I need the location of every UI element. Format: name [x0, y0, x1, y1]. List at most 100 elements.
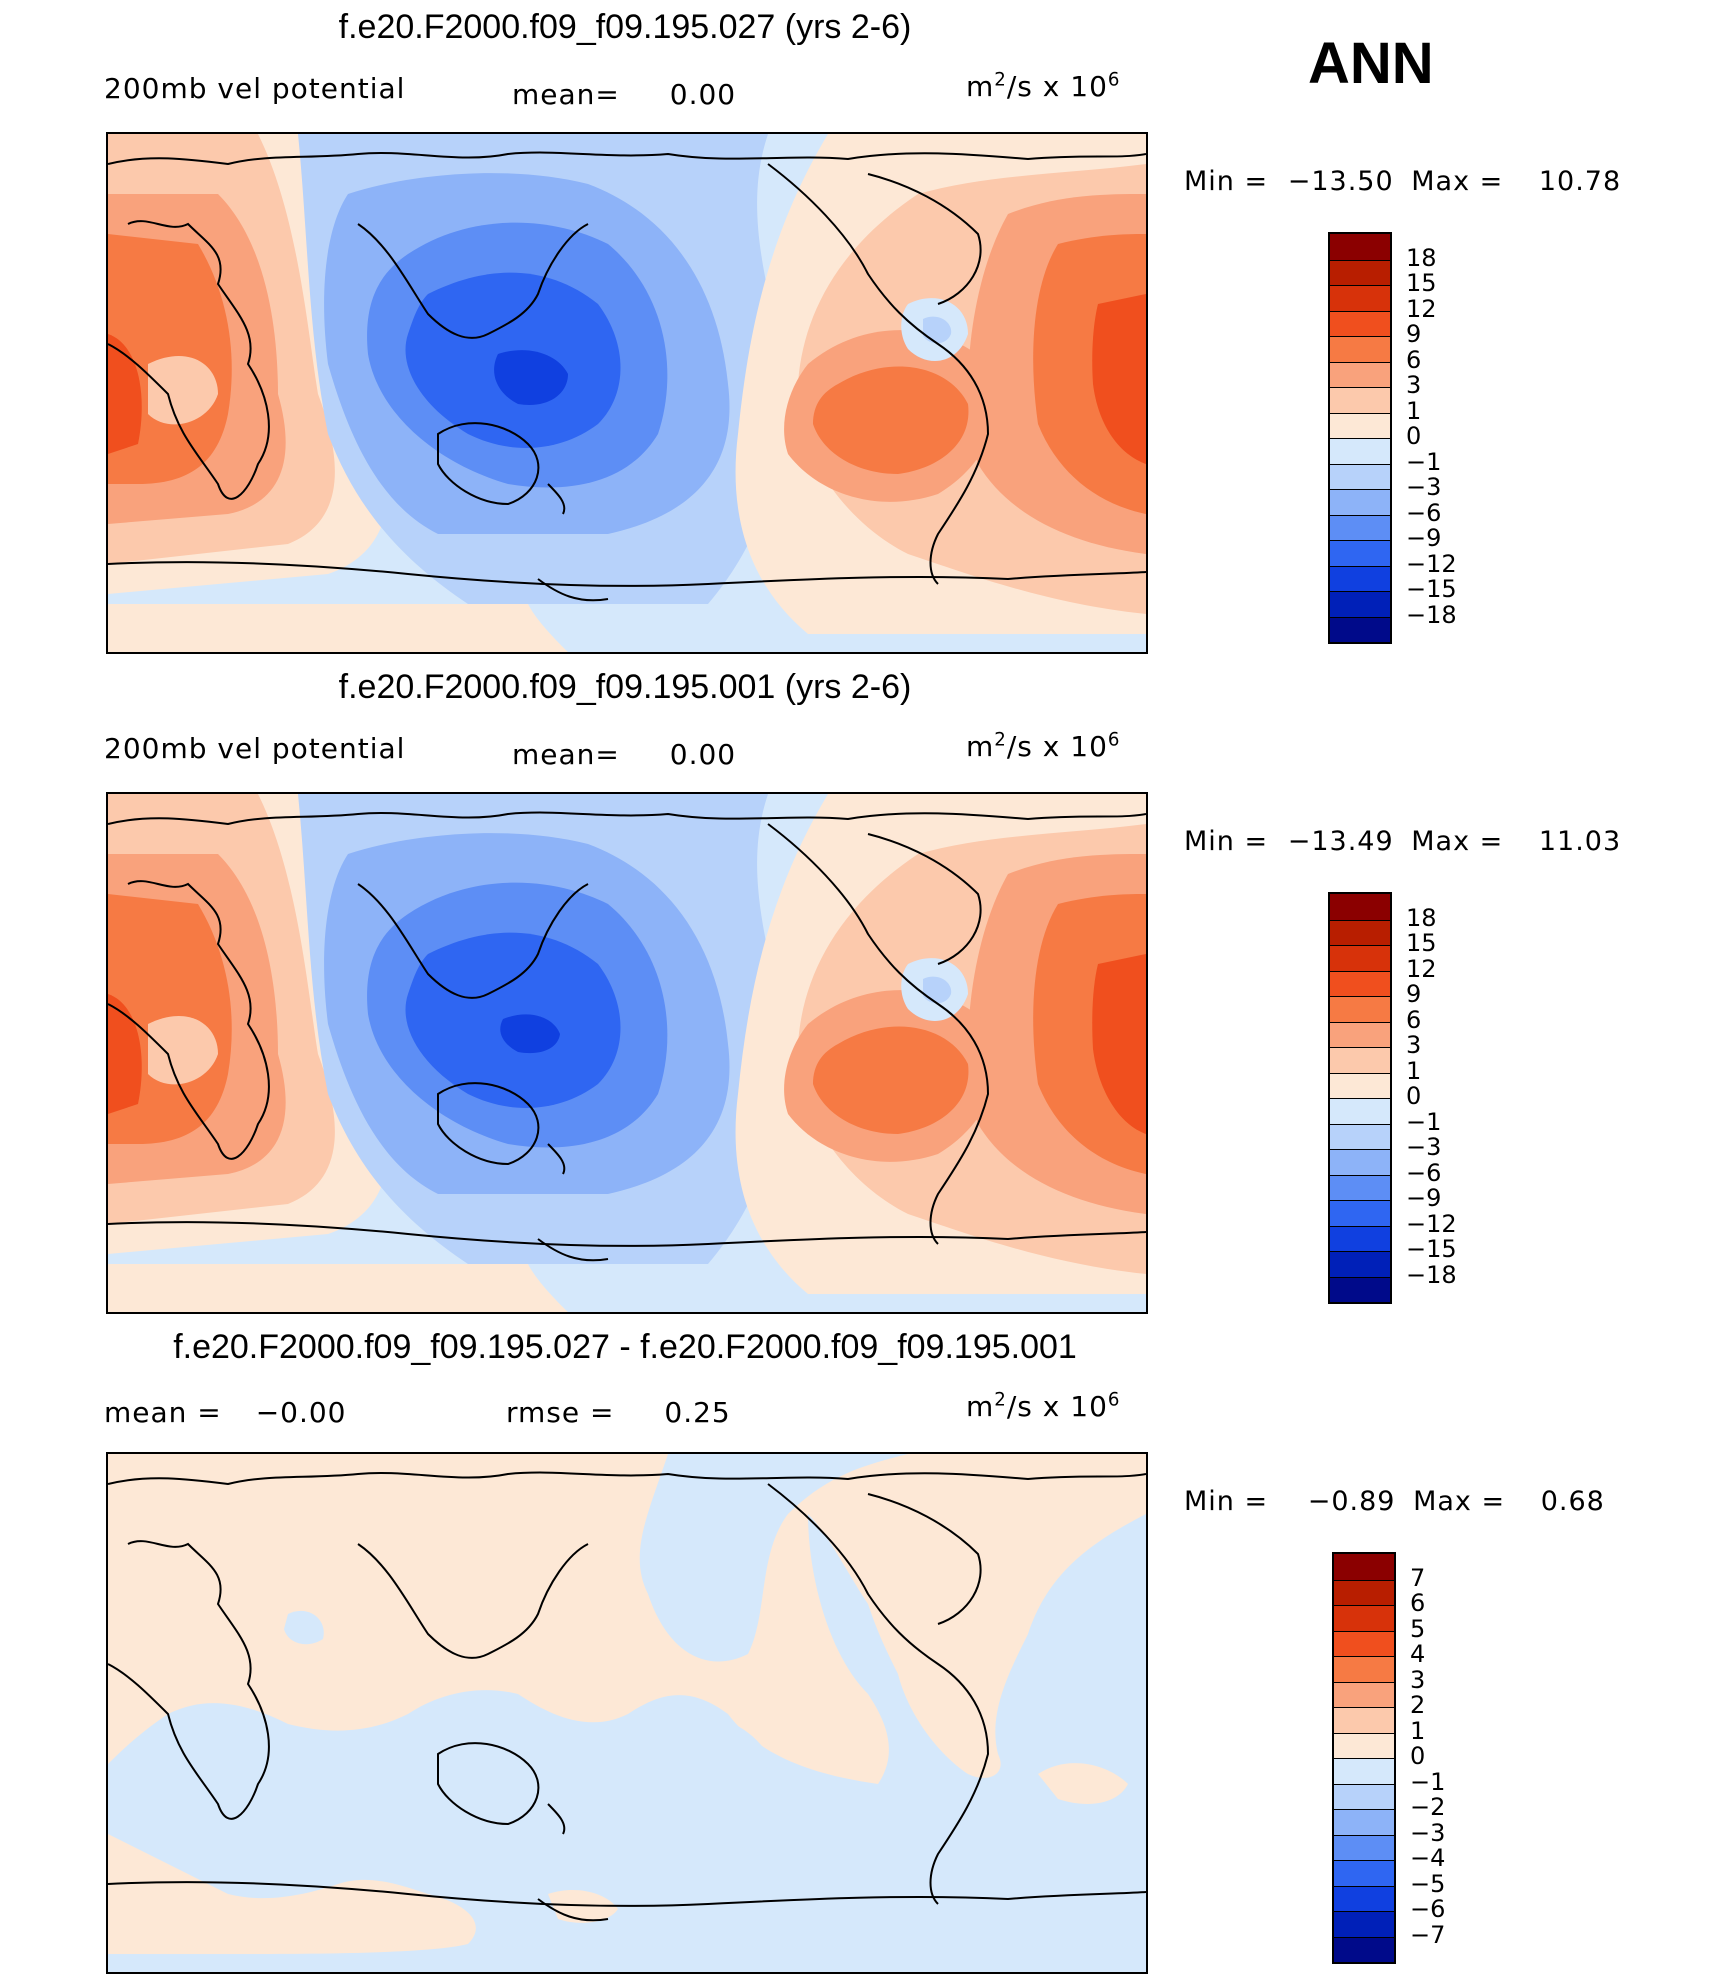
colorbar-tick-label: −9	[1406, 1184, 1442, 1212]
panel1-title: f.e20.F2000.f09_f09.195.027 (yrs 2-6)	[338, 8, 912, 46]
colorbar-segment	[1330, 894, 1390, 920]
units-rest: /s x 10	[1006, 1390, 1108, 1423]
colorbar-tick-label: 15	[1406, 269, 1437, 297]
colorbar-tick-label: 3	[1410, 1665, 1426, 1694]
colorbar-segment	[1330, 361, 1390, 387]
panel2-variable-label: 200mb vel potential	[104, 732, 406, 765]
colorbar-tick-label: 3	[1406, 1031, 1422, 1059]
panel2-mean-label: mean= 0.00	[512, 738, 736, 771]
season-label: ANN	[1308, 31, 1434, 96]
colorbar-tick-label: 6	[1406, 345, 1422, 374]
colorbar-segment	[1330, 412, 1390, 438]
colorbar-segment	[1330, 1047, 1390, 1073]
panel3-units: m2/s x 106	[966, 1390, 1120, 1423]
panel2-title: f.e20.F2000.f09_f09.195.001 (yrs 2-6)	[338, 668, 912, 706]
colorbar-tick-label: 18	[1406, 903, 1437, 932]
panel1-mean-label: mean= 0.00	[512, 78, 736, 111]
colorbar-tick-label: −18	[1406, 600, 1457, 629]
panel2-mean-key: mean=	[512, 738, 620, 771]
colorbar-tick-label: 15	[1406, 929, 1437, 957]
colorbar-segment	[1330, 463, 1390, 489]
colorbar-tick-label: −6	[1410, 1895, 1446, 1923]
panel3-rmse-value: 0.25	[664, 1396, 731, 1429]
colorbar-segment	[1330, 1251, 1390, 1277]
colorbar-segment	[1330, 919, 1390, 945]
panel1-map	[106, 132, 1148, 654]
units-exp2: 6	[1107, 1389, 1121, 1411]
colorbar-tick-label: 9	[1406, 320, 1422, 348]
colorbar-segment	[1330, 1225, 1390, 1251]
colorbar-tick-label: −7	[1410, 1920, 1446, 1949]
colorbar-segment	[1334, 1936, 1394, 1962]
units-rest: /s x 10	[1006, 730, 1108, 763]
colorbar-segment	[1330, 310, 1390, 336]
colorbar-tick-label: −6	[1406, 1158, 1442, 1187]
panel3-min-value: −0.89	[1307, 1486, 1396, 1517]
colorbar-tick-label: −9	[1406, 524, 1442, 552]
colorbar-segment	[1334, 1554, 1394, 1580]
panel2-map	[106, 792, 1148, 1314]
panel1-mean-value: 0.00	[669, 78, 737, 111]
panel3-max-value: 0.68	[1540, 1486, 1605, 1517]
colorbar-tick-label: −3	[1410, 1818, 1446, 1847]
colorbar-segment	[1330, 1072, 1390, 1098]
colorbar-tick-label: −15	[1406, 575, 1457, 603]
panel3-mean-label: mean = −0.00	[104, 1396, 347, 1429]
colorbar-segment	[1330, 1021, 1390, 1047]
colorbar-tick-label: 0	[1406, 1082, 1422, 1110]
colorbar-segment	[1330, 1276, 1390, 1302]
panel2-units: m2/s x 106	[966, 730, 1120, 763]
colorbar-segment	[1330, 1174, 1390, 1200]
colorbar-segment	[1330, 234, 1390, 260]
units-base: m	[966, 730, 995, 763]
units-rest: /s x 10	[1006, 70, 1108, 103]
colorbar-segment	[1330, 336, 1390, 362]
colorbar-segment	[1334, 1834, 1394, 1860]
colorbar-tick-label: 12	[1406, 294, 1437, 323]
colorbar-segment	[1334, 1605, 1394, 1631]
colorbar-tick-label: 0	[1410, 1742, 1426, 1770]
colorbar-tick-label: −1	[1406, 447, 1442, 476]
colorbar-segment	[1334, 1656, 1394, 1682]
panel3-map-contours	[108, 1454, 1146, 1972]
panel1-mean-key: mean=	[512, 78, 620, 111]
colorbar-tick-label: −1	[1410, 1767, 1446, 1796]
units-exp: 2	[994, 69, 1007, 91]
panel2-max-label: Max =	[1411, 826, 1504, 857]
colorbar-tick-label: −3	[1406, 473, 1442, 501]
colorbar-segment	[1334, 1809, 1394, 1835]
colorbar-tick-label: −15	[1406, 1235, 1457, 1263]
panel1-units: m2/s x 106	[966, 70, 1120, 103]
colorbar-segment	[1330, 970, 1390, 996]
colorbar-segment	[1334, 1758, 1394, 1784]
colorbar-tick-label: 6	[1410, 1589, 1426, 1617]
panel3-minmax: Min = −0.89 Max = 0.68	[1184, 1486, 1605, 1517]
panel1-variable-label: 200mb vel potential	[104, 72, 406, 105]
units-exp: 2	[994, 1389, 1007, 1411]
colorbar-segment	[1330, 1149, 1390, 1175]
panel2-min-value: −13.49	[1287, 826, 1394, 857]
panel3-rmse-label: rmse = 0.25	[506, 1396, 731, 1429]
colorbar-segment	[1334, 1732, 1394, 1758]
colorbar-segment	[1334, 1630, 1394, 1656]
colorbar-tick-label: −18	[1406, 1260, 1457, 1289]
panel1-max-label: Max =	[1411, 166, 1504, 197]
colorbar-tick-label: 1	[1410, 1716, 1426, 1745]
colorbar-segment	[1334, 1885, 1394, 1911]
colorbar-tick-label: 1	[1406, 1056, 1422, 1085]
units-base: m	[966, 1390, 995, 1423]
panel1-min-value: −13.50	[1287, 166, 1394, 197]
panel3-map	[106, 1452, 1148, 1974]
colorbar-tick-label: 6	[1406, 1005, 1422, 1034]
panel1-max-value: 10.78	[1538, 166, 1622, 197]
colorbar-tick-label: 7	[1410, 1563, 1426, 1592]
colorbar-tick-label: 0	[1406, 422, 1422, 450]
colorbar-segment	[1330, 1200, 1390, 1226]
colorbar-tick-label: −4	[1410, 1844, 1446, 1872]
panel3-title: f.e20.F2000.f09_f09.195.027 - f.e20.F200…	[173, 1328, 1077, 1366]
panel2-mean-value: 0.00	[669, 738, 737, 771]
colorbar-tick-label: −2	[1410, 1793, 1446, 1821]
colorbar-segment	[1330, 259, 1390, 285]
colorbar-segment	[1330, 285, 1390, 311]
colorbar-segment	[1330, 996, 1390, 1022]
